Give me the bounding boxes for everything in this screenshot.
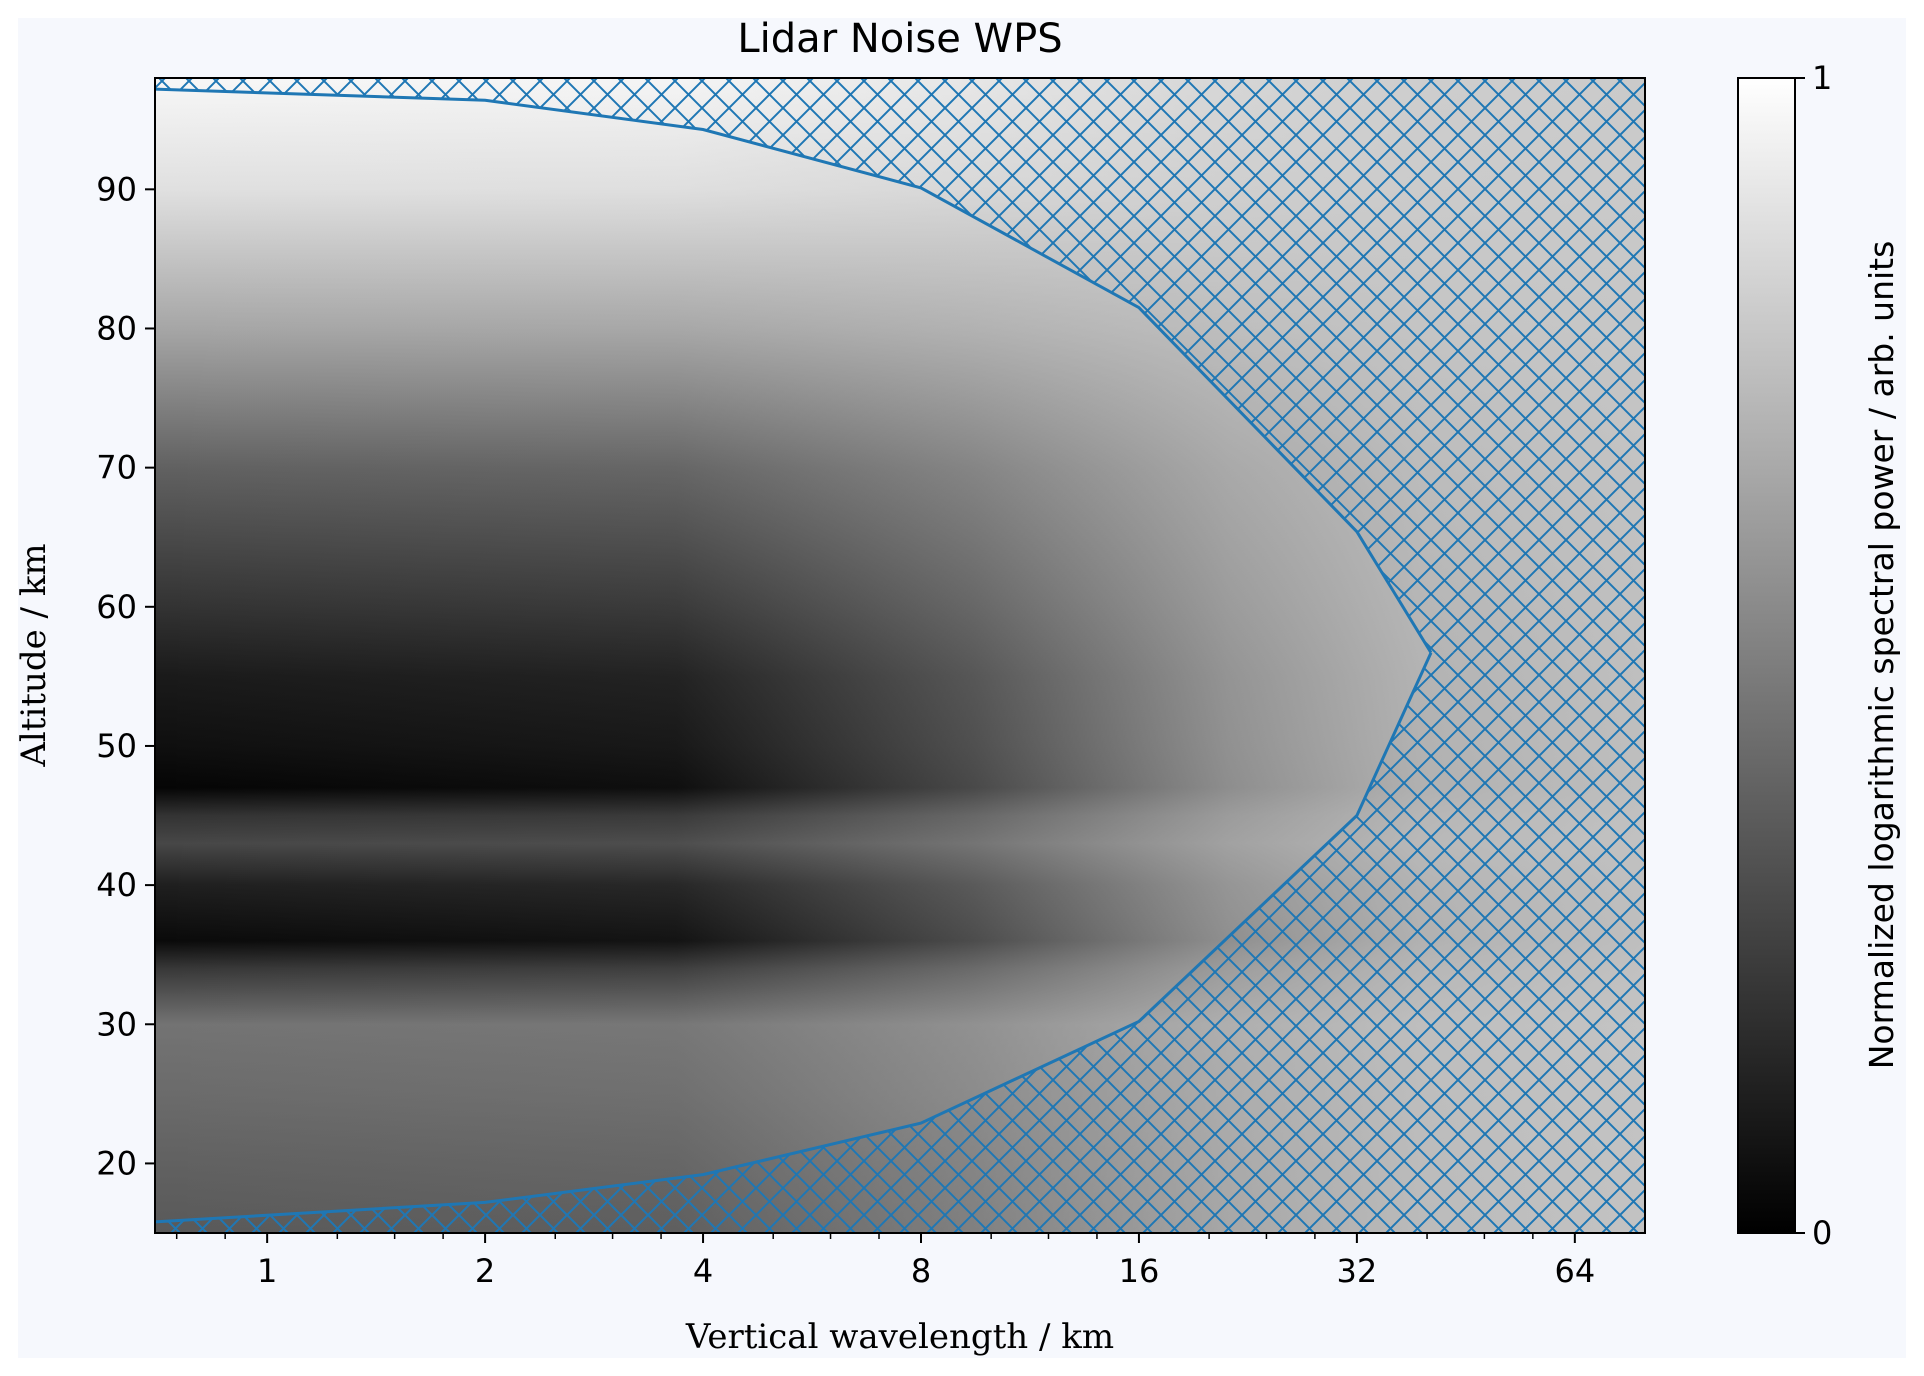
x-tick-label: 8 — [911, 1252, 931, 1290]
y-tick-label: 60 — [96, 588, 137, 626]
x-axis-label: Vertical wavelength / km — [685, 1317, 1114, 1357]
colorbar — [1737, 77, 1796, 1234]
coi-lower-line — [155, 652, 1433, 1224]
y-tick-label: 30 — [96, 1005, 137, 1043]
colorbar-tick-label: 1 — [1812, 59, 1832, 97]
chart-title: Lidar Noise WPS — [737, 16, 1062, 62]
x-tick-label: 2 — [475, 1252, 495, 1290]
x-tick-label: 4 — [693, 1252, 713, 1290]
y-tick-label: 50 — [96, 727, 137, 765]
y-axis-label: Altitude / km — [14, 543, 54, 767]
y-tick-label: 70 — [96, 449, 137, 487]
colorbar-tick-label: 0 — [1812, 1214, 1832, 1252]
coi-lower-hatch — [155, 652, 1645, 1233]
y-tick-label: 90 — [96, 170, 137, 208]
x-axis: 1 2 4 8 16 32 64 — [175, 1233, 1595, 1290]
plot-frame — [154, 77, 1646, 1234]
x-tick-label: 1 — [257, 1252, 277, 1290]
y-tick-label: 80 — [96, 309, 137, 347]
x-tick-label: 64 — [1554, 1252, 1595, 1290]
y-axis: 20 30 40 50 60 70 80 90 — [96, 170, 155, 1182]
y-tick-label: 40 — [96, 866, 137, 904]
y-tick-label: 20 — [96, 1144, 137, 1182]
x-tick-label: 16 — [1119, 1252, 1160, 1290]
x-tick-label: 32 — [1337, 1252, 1378, 1290]
coi-upper-line — [155, 87, 1433, 654]
cone-of-influence — [155, 78, 1645, 1233]
coi-upper-hatch — [155, 78, 1645, 653]
colorbar-ticks: 01 — [1795, 59, 1832, 1252]
colorbar-label: Normalized logarithmic spectral power / … — [1862, 241, 1901, 1070]
